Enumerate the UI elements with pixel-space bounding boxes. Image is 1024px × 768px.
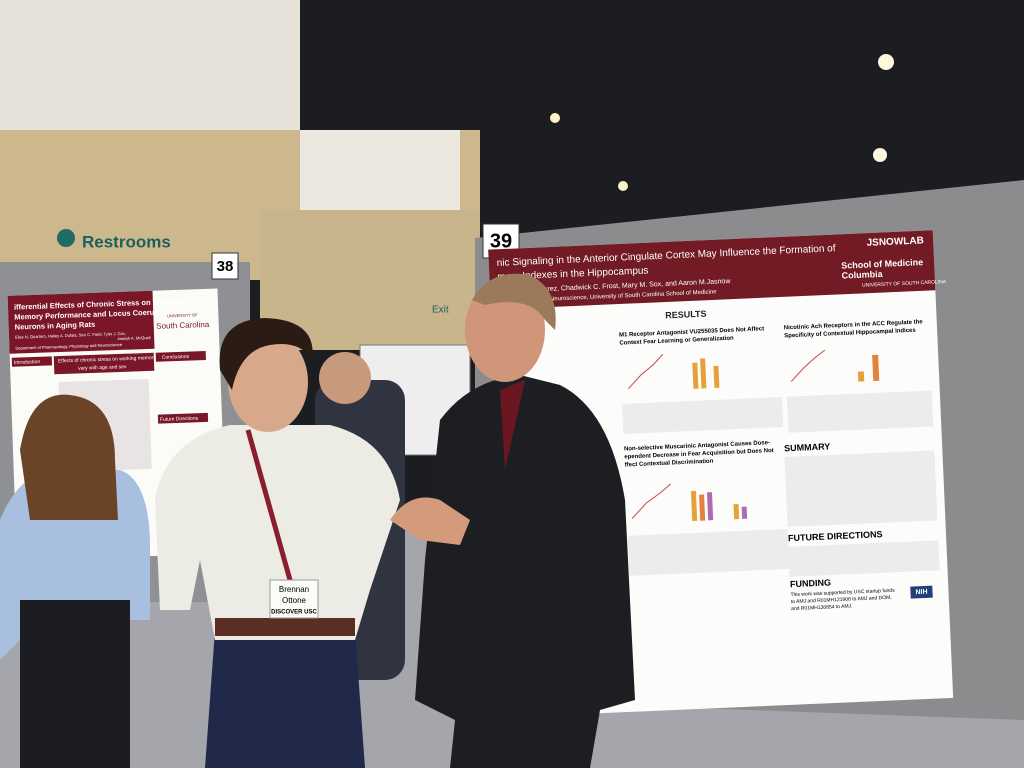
nih-logo-text: NIH: [915, 589, 927, 597]
section-bar: [11, 356, 53, 367]
poster-header: [488, 230, 936, 310]
name-tag-first: Brennan: [279, 585, 309, 594]
text-block: [622, 397, 784, 434]
background-person-head: [319, 352, 371, 404]
poster-title: Neurons in Aging Rats: [15, 320, 96, 332]
funding-text: This work was supported by USC startup f…: [790, 588, 895, 599]
section-bar: [155, 350, 206, 362]
text-block: [788, 540, 940, 577]
section-heading: FUNDING: [790, 577, 831, 589]
young-man-face: [228, 332, 308, 432]
board-number-text: 39: [490, 230, 512, 252]
section-heading: Effects of chronic stress on working mem…: [58, 355, 157, 364]
figure-line: [628, 353, 664, 390]
older-man-jacket: [415, 375, 635, 768]
section-bar: [53, 352, 155, 375]
section-heading: Introduction: [14, 359, 41, 366]
name-tag-org: DISCOVER USC: [271, 610, 317, 616]
older-man-hand: [390, 497, 470, 545]
exit-sign: Exit: [432, 305, 449, 316]
name-tag: [269, 579, 319, 619]
panel-title: Context Fear Learning or Generalization: [619, 336, 734, 347]
section-heading: Conclusions: [162, 354, 190, 361]
soffit: [300, 130, 460, 210]
soffit: [0, 0, 300, 140]
board-number-text: 38: [217, 258, 234, 275]
woman-pants: [20, 600, 130, 768]
figure-bar: [713, 365, 720, 388]
older-man-shirt: [500, 380, 525, 470]
figure-bar: [857, 371, 865, 382]
figure-bar: [706, 492, 714, 521]
poster-header: [7, 290, 155, 354]
woman-hair: [20, 394, 118, 520]
figure-bar: [733, 504, 740, 520]
ceiling-light: [873, 148, 887, 162]
panel-title: Specificity of Contextual Hippocampal In…: [784, 328, 916, 340]
section-heading: SUMMARY: [784, 441, 831, 453]
belt: [215, 618, 355, 636]
section-heading: FUTURE DIRECTIONS: [788, 529, 883, 543]
poster-logo: UNIVERSITY OF: [167, 312, 198, 318]
text-block: [784, 450, 938, 527]
figure-bar: [690, 490, 698, 522]
school-campus: Columbia: [841, 269, 883, 281]
school-name: School of Medicine: [841, 257, 923, 271]
text-block: [786, 390, 934, 433]
figure-bar: [700, 358, 707, 389]
figure-line: [790, 349, 826, 382]
section-heading: RESULTS: [665, 309, 707, 321]
poster-authors: Elise N. Quartaro, Hailey A. Dufala, Sit…: [15, 331, 126, 340]
funding-text: and R01MH136854 to AMJ.: [791, 603, 853, 612]
section-heading: vary with age and sex: [78, 364, 127, 372]
text-block: [627, 528, 790, 576]
nih-logo: [910, 585, 933, 599]
figure-bar: [741, 506, 748, 519]
funding-text: to AMJ and R01MH121908 to AMJ and DOM,: [791, 595, 892, 605]
lab-logo: JSNOWLAB: [866, 235, 924, 248]
section-bar: [157, 412, 209, 424]
young-man-pants: [205, 630, 365, 768]
ceiling-light: [550, 113, 560, 123]
young-man-hair: [219, 318, 313, 390]
restroom-icon: [57, 229, 75, 247]
poster-logo: South Carolina: [156, 320, 210, 331]
ceiling-light: [878, 54, 894, 70]
name-tag-last: Ottone: [282, 596, 307, 605]
older-man-hair: [472, 273, 556, 330]
figure-bar: [692, 362, 699, 389]
restrooms-sign: Restrooms: [82, 232, 171, 251]
figure-line: [631, 483, 671, 520]
figure-bar: [872, 354, 880, 382]
board-number: [211, 252, 239, 280]
university-name: UNIVERSITY OF SOUTH CAROLINA: [862, 279, 947, 289]
section-heading: Future Directions: [160, 416, 199, 423]
ceiling-light: [618, 181, 628, 191]
figure-bar: [699, 494, 706, 521]
poster-authors: Joseph A. McQuail: [117, 335, 151, 341]
poster-department: Department of Pharmacology, Physiology a…: [15, 342, 123, 351]
lanyard: [245, 429, 293, 581]
panel-title: ffect Contextual Discrimination: [625, 459, 714, 469]
